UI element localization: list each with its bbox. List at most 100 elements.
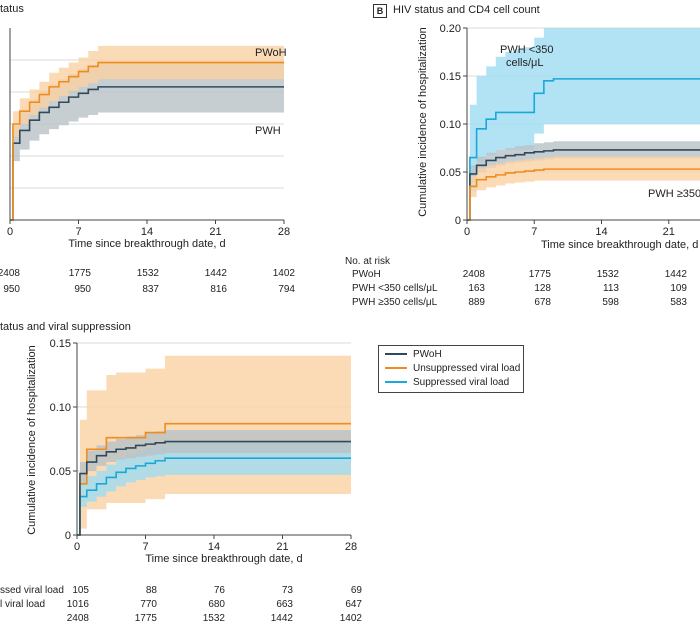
- legend-item-2: Suppressed viral load: [385, 377, 509, 389]
- panel-b-risk-value-1-0: 163: [468, 283, 485, 294]
- panel-b-series-1: [467, 78, 700, 221]
- panel-b-band-1: [467, 28, 700, 220]
- panel-c-series-2: [77, 457, 351, 536]
- panel-b-risk-label-0: PWoH: [352, 269, 381, 280]
- panel-c-legend: PWoH Unsuppressed viral load Suppressed vi…: [378, 345, 524, 393]
- legend-swatch-1: [385, 367, 407, 370]
- panel-b-risk-value-0-2: 1532: [596, 269, 619, 280]
- panel-c-risk-label-1: l viral load: [0, 599, 46, 610]
- panel-b-title: HIV status and CD4 cell count: [393, 4, 540, 16]
- panel-c-xtick-0: 0: [74, 541, 80, 553]
- panel-c-risk-value-0-3: 73: [281, 585, 293, 596]
- panel-c-ylabel: Cumulative incidence of hospitalization: [26, 345, 38, 535]
- panel-b-risk-value-2-3: 583: [670, 297, 687, 308]
- panel-c-xtick-4: 28: [345, 541, 357, 553]
- legend-label-0: PWoH: [413, 349, 442, 360]
- panel-b-risk-value-0-3: 1442: [664, 269, 687, 280]
- panel-c-title: tatus and viral suppression: [0, 321, 131, 333]
- panel-c-ytick-0: 0: [65, 530, 71, 542]
- panel-b-ylabel: Cumulative incidence of hospitalization: [417, 27, 429, 217]
- panel-a-title: tatus: [0, 3, 24, 15]
- panel-a-risk-value-1-3: 816: [210, 284, 227, 295]
- panel-b-risk-value-2-2: 598: [602, 297, 619, 308]
- panel-b-risk-value-0-0: 2408: [462, 269, 485, 280]
- panel-a-band-1: [10, 61, 284, 220]
- panel-b-label-low-2: cells/μL: [506, 57, 544, 69]
- panel-c-xtick-2: 14: [208, 541, 220, 553]
- panel-b-ytick-4: 0.20: [440, 23, 461, 35]
- panel-a-xtick-4: 28: [278, 226, 290, 238]
- panel-c-risk-value-2-3: 1442: [270, 613, 293, 624]
- panel-b-label-low-1: PWH <350: [500, 44, 554, 56]
- panel-b-risk-value-2-1: 678: [534, 297, 551, 308]
- panel-a-risk-value-0-2: 1532: [136, 268, 159, 279]
- panel-a-xtick-0: 0: [7, 226, 13, 238]
- panel-b-chart: 0 0.05 0.10 0.15 0.20 0 7 14 21 Cumulative inci…: [417, 23, 700, 238]
- panel-a-risk-value-0-0: 2408: [0, 268, 20, 279]
- panel-c-xlabel: Time since breakthrough date, d: [145, 553, 302, 565]
- legend-label-2: Suppressed viral load: [413, 377, 510, 388]
- panel-b-series-0: [467, 149, 700, 221]
- panel-c-xtick-3: 21: [276, 541, 288, 553]
- panel-c-risk-value-0-1: 88: [145, 585, 157, 596]
- panel-b-risk-value-1-3: 109: [670, 283, 687, 294]
- legend-swatch-2: [385, 381, 407, 384]
- panel-b-xtick-0: 0: [464, 226, 470, 238]
- panel-c-band-0: [77, 430, 351, 535]
- panel-b-risk-value-0-1: 1775: [528, 269, 551, 280]
- panel-c-ytick-1: 0.05: [50, 466, 71, 478]
- panel-b-risk-header: No. at risk: [345, 256, 391, 267]
- panel-c-risk-label-0: ssed viral load: [0, 585, 64, 596]
- panel-c-xtick-1: 7: [142, 541, 148, 553]
- panel-c-risk-value-1-1: 770: [140, 599, 157, 610]
- panel-a-label-pwh: PWH: [255, 125, 281, 137]
- panel-b-xtick-2: 14: [595, 226, 607, 238]
- panel-a-series-0: [10, 61, 284, 221]
- panel-a-xtick-2: 14: [141, 226, 153, 238]
- panel-c-risk-value-1-0: 1016: [66, 599, 89, 610]
- panel-c-series-0: [77, 440, 351, 536]
- panel-c-ytick-2: 0.10: [50, 402, 71, 414]
- panel-a-xlabel: Time since breakthrough date, d: [68, 238, 225, 250]
- panel-c-risk-value-1-3: 663: [276, 599, 293, 610]
- panel-b-risk-value-1-2: 113: [603, 283, 619, 294]
- panel-b-risk-label-1: PWH <350 cells/μL: [352, 283, 438, 294]
- panel-a-xtick-3: 21: [209, 226, 221, 238]
- panel-b-xtick-3: 21: [663, 226, 675, 238]
- panel-b-risk-value-1-1: 128: [534, 283, 551, 294]
- panel-a-risk-value-1-2: 837: [142, 284, 159, 295]
- panel-c-risk-value-1-2: 680: [208, 599, 225, 610]
- panel-b-risk-label-2: PWH ≥350 cells/μL: [352, 297, 438, 308]
- panel-a-risk-value-0-4: 1402: [272, 268, 295, 279]
- panel-a-risk-value-1-0: 950: [3, 284, 20, 295]
- panel-a-risk-value-0-3: 1442: [204, 268, 227, 279]
- panel-a-risk-value-1-1: 950: [74, 284, 91, 295]
- panel-c-risk-value-0-2: 76: [213, 585, 225, 596]
- panel-c-ytick-3: 0.15: [50, 338, 71, 350]
- panel-a-label-pwoh: PWoH: [255, 47, 287, 59]
- panel-a-band-0: [10, 45, 284, 220]
- panel-b-badge: B: [373, 4, 387, 18]
- panel-b-risk-value-2-0: 889: [468, 297, 485, 308]
- legend-swatch-0: [385, 353, 407, 356]
- legend-label-1: Unsuppressed viral load: [413, 363, 521, 374]
- panel-a-series-1: [10, 86, 284, 221]
- panel-c-risk-value-2-4: 1402: [339, 613, 362, 624]
- panel-c-risk-value-2-2: 1532: [202, 613, 225, 624]
- panel-c-risk-value-2-0: 2408: [66, 613, 89, 624]
- panel-b-ytick-3: 0.15: [440, 71, 461, 83]
- panel-a-xtick-1: 7: [75, 226, 81, 238]
- legend-item-1: Unsuppressed viral load: [385, 363, 520, 375]
- panel-b-xlabel-html: Time since breakthrough date, d: [541, 239, 699, 251]
- panel-b-badge-letter: B: [376, 6, 384, 16]
- panel-b-ytick-0: 0: [455, 215, 461, 227]
- panel-c-risk-value-0-4: 69: [350, 585, 362, 596]
- legend-item-0: PWoH: [385, 349, 442, 361]
- panel-a-risk-value-1-4: 794: [278, 284, 295, 295]
- panel-c-risk-value-1-4: 647: [345, 599, 362, 610]
- panel-a-risk-value-0-1: 1775: [68, 268, 91, 279]
- panel-b-series-2: [467, 168, 700, 221]
- panel-c-risk-value-2-1: 1775: [134, 613, 157, 624]
- panel-b-label-high: PWH ≥350 c: [648, 188, 700, 200]
- panel-b-xtick-1: 7: [531, 226, 537, 238]
